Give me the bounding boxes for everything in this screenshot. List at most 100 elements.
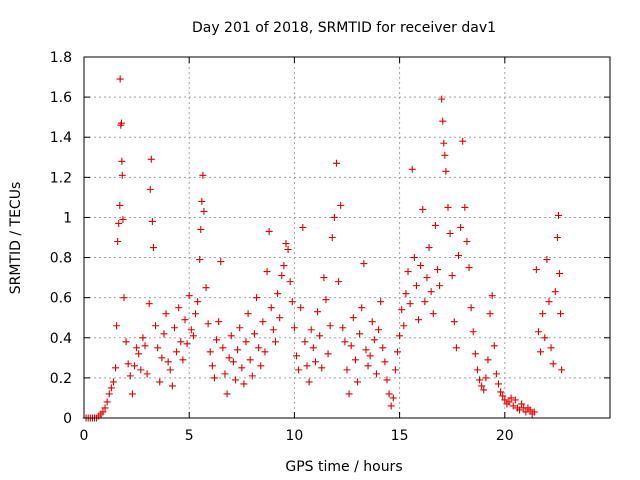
data-point	[511, 396, 519, 404]
data-point	[337, 201, 345, 209]
data-point	[177, 338, 185, 346]
data-point	[128, 390, 136, 398]
data-point	[162, 310, 170, 318]
data-point	[459, 137, 467, 145]
x-axis-label: GPS time / hours	[285, 459, 402, 475]
y-tick-label: 0.2	[50, 371, 72, 387]
data-point	[322, 296, 330, 304]
data-point	[175, 304, 183, 312]
data-point	[213, 336, 221, 344]
data-point	[556, 270, 564, 278]
data-point	[358, 304, 366, 312]
data-point	[463, 238, 471, 246]
data-point	[101, 404, 109, 412]
data-point	[197, 225, 205, 233]
data-point	[492, 370, 500, 378]
data-point	[442, 167, 450, 175]
x-tick-label: 20	[496, 428, 514, 444]
data-point	[269, 326, 277, 334]
data-point	[299, 223, 307, 231]
grid-lines	[84, 57, 610, 418]
data-point	[229, 358, 237, 366]
data-point	[400, 322, 408, 330]
data-point	[116, 75, 124, 83]
data-point	[368, 318, 376, 326]
data-point	[476, 376, 484, 384]
data-point	[259, 318, 267, 326]
chart-title: Day 201 of 2018, SRMTID for receiver dav…	[192, 20, 496, 36]
data-point	[349, 314, 357, 322]
data-point	[120, 294, 128, 302]
data-point	[505, 398, 513, 406]
data-point	[145, 300, 153, 308]
y-tick-label: 1	[63, 210, 72, 226]
data-point	[117, 119, 125, 127]
x-tick-label: 0	[80, 428, 89, 444]
data-point	[307, 326, 315, 334]
data-point	[250, 330, 258, 338]
data-point	[234, 346, 242, 354]
data-point	[558, 366, 566, 374]
data-point	[362, 346, 370, 354]
data-point	[398, 306, 406, 314]
data-point	[271, 338, 279, 346]
data-point	[261, 348, 269, 356]
data-point	[105, 390, 113, 398]
y-tick-label: 1.8	[50, 50, 72, 66]
data-point	[366, 352, 374, 360]
data-point	[257, 362, 265, 370]
data-point	[215, 318, 223, 326]
data-point	[164, 358, 172, 366]
data-point	[282, 240, 290, 248]
data-point	[253, 294, 261, 302]
data-point	[204, 320, 212, 328]
data-point	[137, 366, 145, 374]
data-point	[148, 217, 156, 225]
data-point	[530, 408, 538, 416]
data-point	[107, 384, 115, 392]
data-point	[345, 390, 353, 398]
y-tick-label: 0.6	[50, 291, 72, 307]
data-point	[141, 342, 149, 350]
data-point	[99, 408, 107, 416]
data-point	[118, 171, 126, 179]
data-point	[404, 268, 412, 276]
data-point	[356, 330, 364, 338]
data-point	[473, 366, 481, 374]
data-point	[482, 374, 490, 382]
data-point	[119, 215, 127, 223]
plot-frame	[83, 56, 611, 419]
data-point	[166, 366, 174, 374]
data-point	[199, 171, 207, 179]
data-point	[423, 274, 431, 282]
data-point	[189, 332, 197, 340]
data-point	[305, 378, 313, 386]
data-point	[179, 356, 187, 364]
data-point	[450, 318, 458, 326]
data-point	[537, 348, 545, 356]
data-point	[412, 282, 420, 290]
data-point	[421, 298, 429, 306]
data-point	[332, 159, 340, 167]
data-point	[210, 374, 218, 382]
data-point	[522, 408, 530, 416]
y-axis-label: SRMTID / TECUs	[8, 182, 24, 295]
data-point	[415, 316, 423, 324]
data-point	[124, 360, 132, 368]
data-point	[410, 254, 418, 262]
data-point	[351, 356, 359, 364]
data-point	[330, 213, 338, 221]
data-point	[311, 358, 319, 366]
data-point	[354, 378, 362, 386]
data-point	[389, 394, 397, 402]
data-point	[455, 252, 463, 260]
data-point	[436, 282, 444, 290]
data-point	[314, 308, 322, 316]
data-point	[181, 316, 189, 324]
data-point	[103, 398, 111, 406]
data-point	[158, 354, 166, 362]
data-point	[238, 364, 246, 372]
data-point	[433, 266, 441, 274]
data-point	[375, 326, 383, 334]
data-point	[130, 362, 138, 370]
